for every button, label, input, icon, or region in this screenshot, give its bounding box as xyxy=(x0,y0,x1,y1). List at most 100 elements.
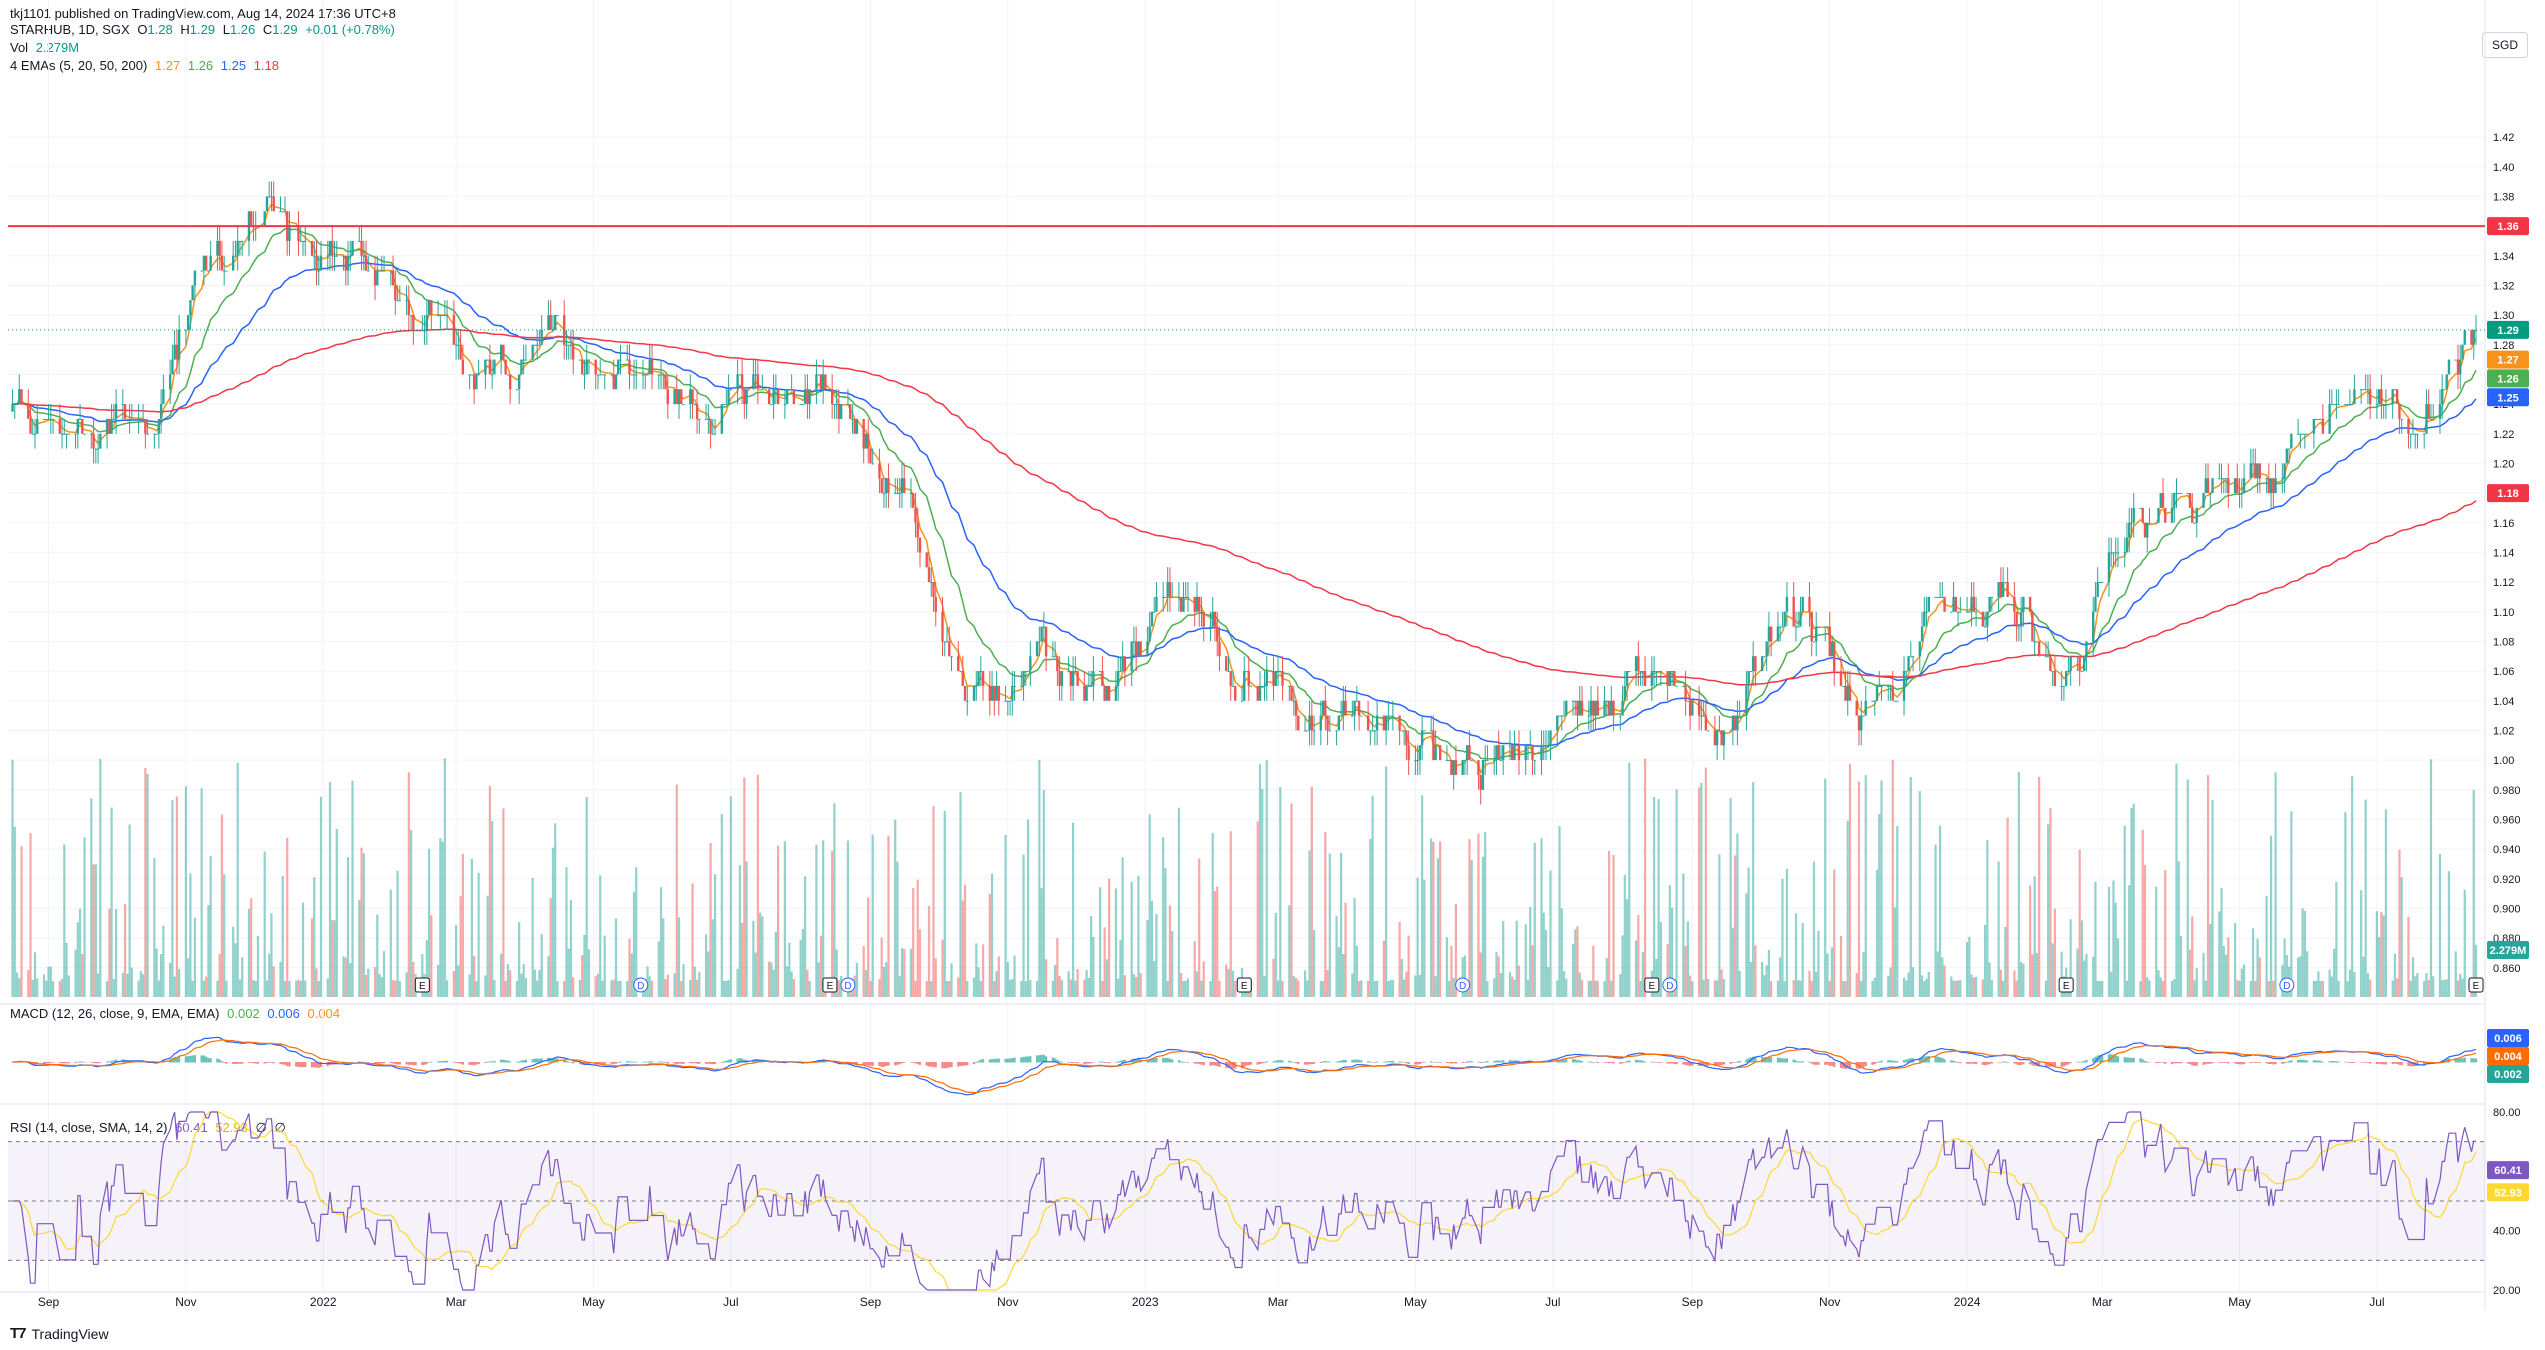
y-tick-label: 1.32 xyxy=(2493,280,2514,292)
volume-bar xyxy=(1625,899,1629,997)
x-tick-label: Nov xyxy=(175,1295,196,1309)
macd-hist-bar xyxy=(310,1062,314,1068)
currency-button[interactable]: SGD xyxy=(2482,32,2528,58)
macd-hist-bar xyxy=(725,1060,728,1063)
volume-bar xyxy=(1508,972,1512,997)
macd-hist-bar xyxy=(1044,1056,1048,1063)
candle-body xyxy=(490,374,494,376)
macd-hist-bar xyxy=(207,1057,210,1063)
candle-body xyxy=(1763,656,1766,658)
candle-body xyxy=(96,448,100,450)
volume-bar xyxy=(1547,967,1550,997)
candle-body xyxy=(864,433,868,449)
volume-bar xyxy=(2306,951,2309,997)
candle-body xyxy=(412,315,415,330)
macd-hist-bar xyxy=(1445,1062,1449,1064)
candle-body xyxy=(2296,433,2300,435)
macd-hist-bar xyxy=(265,1062,269,1063)
macd-hist-bar xyxy=(1731,1062,1735,1063)
macd-hist-bar xyxy=(2218,1062,2221,1063)
low-label: L xyxy=(222,22,230,37)
volume-bar xyxy=(2425,973,2428,997)
candle-body xyxy=(644,374,647,376)
volume-legend[interactable]: Vol 2.279M xyxy=(10,40,83,55)
candle-body xyxy=(2472,329,2475,345)
macd-hist-bar xyxy=(382,1062,386,1064)
volume-bar xyxy=(1610,980,1613,997)
macd-histogram xyxy=(11,1054,2478,1069)
macd-hist-bar xyxy=(1020,1057,1023,1063)
footer-brand[interactable]: T7 TradingView xyxy=(10,1325,109,1342)
macd-price-label-tag xyxy=(2487,1029,2529,1047)
macd-hist-bar xyxy=(1229,1062,1232,1069)
ema20-value: 1.26 xyxy=(187,58,214,73)
rsi-y-tick: 40.00 xyxy=(2493,1226,2521,1238)
macd-hist-bar xyxy=(966,1062,969,1066)
volume-bar xyxy=(1263,975,1266,997)
volume-value: 2.279M xyxy=(35,40,80,55)
volume-bar xyxy=(1864,775,1867,997)
macd-hist-bar xyxy=(99,1062,102,1063)
candle-body xyxy=(1398,715,1401,731)
volume-bar xyxy=(202,980,206,997)
macd-hist-bar xyxy=(988,1059,991,1063)
volume-bar xyxy=(630,953,633,997)
candle-body xyxy=(2269,478,2273,494)
macd-hist-bar xyxy=(1218,1062,1221,1067)
y-tick-label: 1.00 xyxy=(2493,755,2514,767)
macd-hist-bar xyxy=(587,1062,591,1065)
volume-bars xyxy=(11,758,2478,997)
volume-bar xyxy=(2110,971,2113,997)
volume-bar xyxy=(596,973,600,997)
candle-body xyxy=(2447,359,2451,375)
volume-bar xyxy=(76,922,79,997)
volume-bar xyxy=(1839,935,1843,997)
candle-body xyxy=(682,404,685,406)
candle-body xyxy=(1245,671,1248,673)
volume-bar xyxy=(1357,980,1361,997)
candle-body xyxy=(67,433,70,435)
volume-bar xyxy=(1997,861,2000,997)
macd-legend[interactable]: MACD (12, 26, close, 9, EMA, EMA) 0.002 … xyxy=(10,1006,344,1021)
macd-hist-bar xyxy=(993,1059,996,1063)
candle-body xyxy=(1749,671,1753,673)
volume-bar xyxy=(2344,812,2347,997)
macd-hist-bar xyxy=(1810,1062,1813,1064)
volume-bar xyxy=(1423,879,1426,997)
volume-bar xyxy=(1153,960,1156,997)
macd-hist-bar xyxy=(184,1056,187,1063)
symbol-legend[interactable]: STARHUB, 1D, SGX O1.28 H1.29 L1.26 C1.29… xyxy=(10,22,399,37)
macd-hist-bar xyxy=(1817,1062,1820,1065)
candle-body xyxy=(128,418,131,420)
volume-bar xyxy=(2139,981,2142,997)
volume-bar xyxy=(1731,927,1735,997)
candle-body xyxy=(139,418,143,420)
candle-body xyxy=(1733,715,1737,731)
candle-body xyxy=(2170,507,2174,523)
ema-legend[interactable]: 4 EMAs (5, 20, 50, 200) 1.27 1.26 1.25 1… xyxy=(10,58,283,73)
volume-bar xyxy=(2337,980,2340,997)
volume-bar xyxy=(1722,979,1725,997)
candle-body xyxy=(1794,626,1798,628)
volume-bar xyxy=(13,826,16,997)
volume-bar xyxy=(804,876,807,997)
macd-hist-bar xyxy=(247,1062,251,1063)
price-label-tag-label: 1.27 xyxy=(2497,355,2518,367)
volume-bar xyxy=(2461,978,2464,997)
macd-hist-bar xyxy=(1209,1062,1212,1066)
rsi-legend[interactable]: RSI (14, close, SMA, 14, 2) 60.41 52.93 … xyxy=(10,1120,290,1136)
candle-body xyxy=(770,404,773,406)
candle-body xyxy=(2414,433,2417,435)
volume-bar xyxy=(191,980,194,997)
volume-bar xyxy=(96,973,100,997)
volume-bar xyxy=(927,905,931,997)
volume-bar xyxy=(709,843,712,997)
volume-bar xyxy=(1008,979,1012,997)
candle-body xyxy=(376,270,379,286)
macd-hist-bar xyxy=(1781,1058,1784,1063)
volume-bar xyxy=(1227,968,1230,997)
volume-bar xyxy=(473,956,476,997)
candle-body xyxy=(1484,760,1487,762)
volume-bar xyxy=(2391,980,2394,997)
